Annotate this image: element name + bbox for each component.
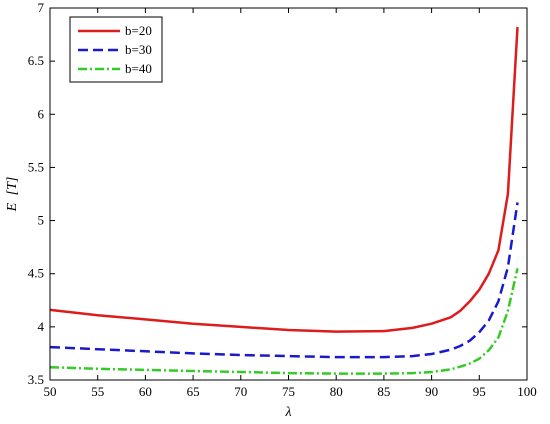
series-layer xyxy=(49,27,519,375)
x-tick-label: 75 xyxy=(282,384,295,399)
y-axis-label-variable: E xyxy=(5,202,20,212)
y-tick-label: 6 xyxy=(38,106,45,121)
y-tick-label: 4 xyxy=(38,319,45,334)
x-tick-label: 60 xyxy=(139,384,152,399)
series-line-3 xyxy=(49,268,519,375)
y-tick-label: 3.5 xyxy=(28,372,44,387)
legend-label-2: b=30 xyxy=(125,42,152,57)
y-tick-label: 6.5 xyxy=(28,53,44,68)
x-tick-label: 70 xyxy=(234,384,247,399)
x-tick-label: 90 xyxy=(425,384,438,399)
y-tick-label: 4.5 xyxy=(28,266,44,281)
y-axis-label: E [T] xyxy=(5,177,20,213)
series-line-2 xyxy=(49,202,519,359)
x-tick-label: 85 xyxy=(377,384,390,399)
ticks-layer: 50 55 60 65 70 75 80 85 90 95 100 3.5 4 4.5 5 5.5 6 6.5 7 xyxy=(28,0,537,399)
y-tick-label: 5.5 xyxy=(28,159,44,174)
y-tick-label: 5 xyxy=(38,213,45,228)
legend-label-3: b=40 xyxy=(125,61,152,76)
x-tick-label: 100 xyxy=(517,384,537,399)
x-tick-label: 55 xyxy=(91,384,104,399)
legend-label-1: b=20 xyxy=(125,23,152,38)
x-tick-label: 95 xyxy=(473,384,486,399)
x-tick-label: 80 xyxy=(330,384,343,399)
y-tick-label: 7 xyxy=(38,0,45,15)
x-tick-label: 50 xyxy=(44,384,57,399)
series-line-1 xyxy=(49,27,519,333)
y-axis-label-unit: [T] xyxy=(5,177,20,196)
x-axis-label: λ xyxy=(284,405,291,420)
legend: b=20 b=30 b=40 xyxy=(69,16,163,83)
x-tick-label: 65 xyxy=(187,384,200,399)
